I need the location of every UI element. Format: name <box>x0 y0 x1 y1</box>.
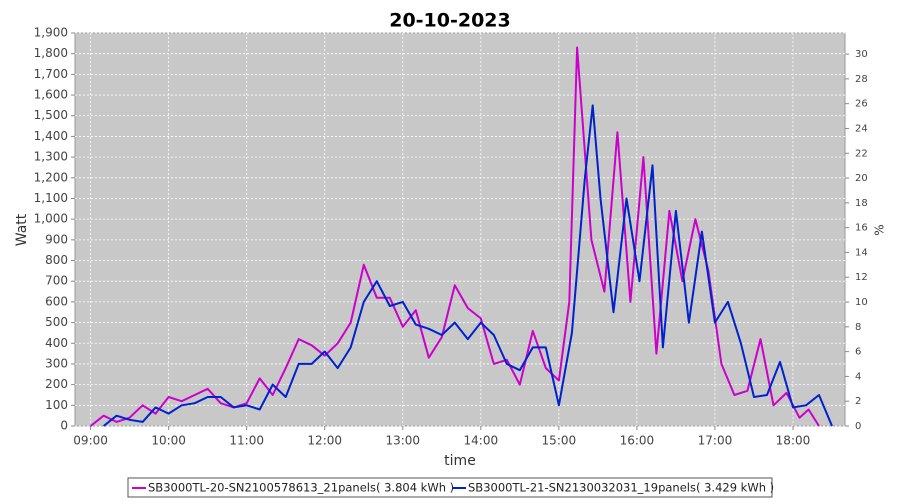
y-tick-label: 1,700 <box>34 67 68 81</box>
y2-tick-label: 26 <box>855 99 868 110</box>
y2-tick-label: 22 <box>855 148 868 159</box>
y2-tick-label: 6 <box>855 347 861 358</box>
y-tick-label: 1,500 <box>34 108 68 122</box>
y-tick-label: 400 <box>45 336 68 350</box>
x-tick-label: 09:00 <box>73 434 108 448</box>
y-tick-label: 800 <box>45 253 68 267</box>
y2-tick-label: 10 <box>855 297 868 308</box>
y2-tick-label: 2 <box>855 396 861 407</box>
y-tick-label: 100 <box>45 398 68 412</box>
y2-tick-label: 20 <box>855 173 868 184</box>
x-tick-label: 10:00 <box>151 434 186 448</box>
y-tick-label: 700 <box>45 274 68 288</box>
legend-label: SB3000TL-21-SN2130032031_19panels( 3.429… <box>468 481 774 495</box>
y-tick-label: 1,900 <box>34 26 68 40</box>
y-tick-label: 1,400 <box>34 129 68 143</box>
chart-title: 20-10-2023 <box>389 10 511 32</box>
x-tick-label: 16:00 <box>620 434 655 448</box>
y2-tick-label: 12 <box>855 272 868 283</box>
y2-tick-label: 30 <box>855 49 868 60</box>
y-tick-label: 600 <box>45 294 68 308</box>
plot-area <box>74 32 846 427</box>
y2-axis-label: % <box>873 224 887 235</box>
y2-tick-label: 24 <box>855 123 868 134</box>
series-line <box>102 104 833 427</box>
x-tick-label: 12:00 <box>307 434 342 448</box>
x-tick-label: 13:00 <box>385 434 420 448</box>
y2-tick-label: 18 <box>855 198 868 209</box>
y-tick-label: 900 <box>45 232 68 246</box>
y-tick-label: 500 <box>45 315 68 329</box>
y-tick-label: 1,800 <box>34 46 68 60</box>
y-tick-label: 1,600 <box>34 88 68 102</box>
y-tick-label: 300 <box>45 356 68 370</box>
y-tick-label: 1,300 <box>34 150 68 164</box>
y-tick-label: 0 <box>60 419 68 433</box>
y2-tick-label: 4 <box>855 371 861 382</box>
y-tick-label: 1,100 <box>34 191 68 205</box>
y2-tick-label: 0 <box>855 421 861 432</box>
x-tick-label: 15:00 <box>542 434 577 448</box>
y2-tick-label: 28 <box>855 74 868 85</box>
x-axis-label: time <box>444 453 476 469</box>
x-tick-label: 17:00 <box>698 434 733 448</box>
x-tick-label: 11:00 <box>229 434 264 448</box>
x-tick-label: 14:00 <box>464 434 499 448</box>
y-axis-label: Watt <box>14 213 30 246</box>
legend-label: SB3000TL-20-SN2100578613_21panels( 3.804… <box>148 481 454 495</box>
y-tick-label: 1,000 <box>34 212 68 226</box>
y2-tick-label: 8 <box>855 322 861 333</box>
x-tick-label: 18:00 <box>776 434 811 448</box>
y-tick-label: 1,200 <box>34 170 68 184</box>
y2-tick-label: 14 <box>855 247 868 258</box>
y-tick-label: 200 <box>45 377 68 391</box>
legend <box>127 477 773 498</box>
y2-tick-label: 16 <box>855 223 868 234</box>
